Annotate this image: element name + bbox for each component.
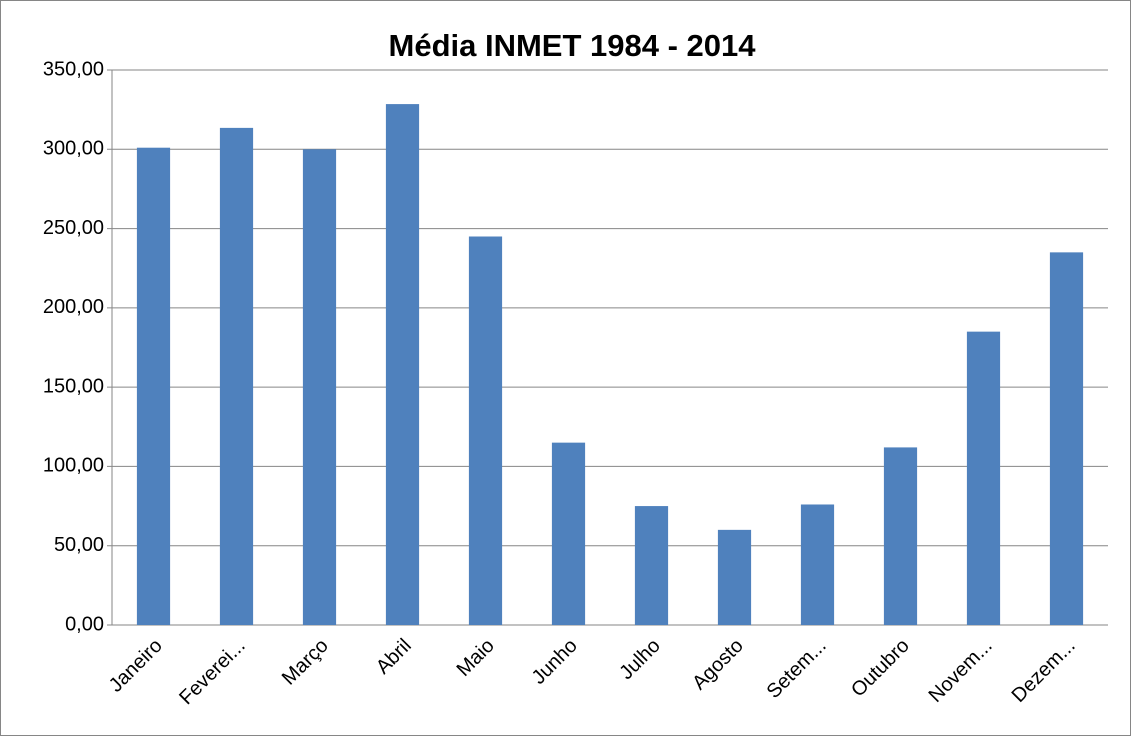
y-tick-label: 150,00: [43, 375, 104, 397]
bar: [800, 504, 835, 625]
bar: [1049, 252, 1084, 625]
y-tick-label: 100,00: [43, 455, 104, 477]
bar: [468, 236, 503, 625]
y-tick-label: 200,00: [43, 296, 104, 318]
bar: [717, 529, 752, 625]
bar: [302, 149, 337, 626]
bar: [634, 506, 669, 625]
y-tick-label: 0,00: [65, 613, 104, 635]
y-tick-label: 250,00: [43, 217, 104, 239]
bar: [385, 104, 420, 626]
bar: [219, 127, 254, 625]
bar: [551, 442, 586, 625]
y-tick-label: 300,00: [43, 138, 104, 160]
bar: [136, 147, 171, 625]
bar: [883, 447, 918, 625]
y-tick-label: 50,00: [54, 534, 104, 556]
chart-title: Média INMET 1984 - 2014: [389, 28, 757, 63]
bar: [966, 331, 1001, 625]
y-tick-label: 350,00: [43, 58, 104, 80]
